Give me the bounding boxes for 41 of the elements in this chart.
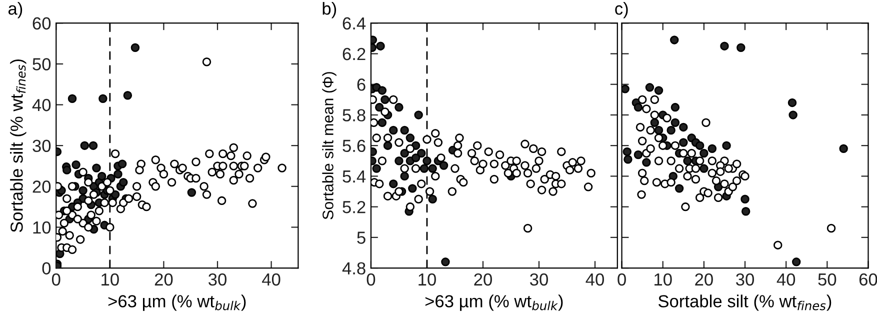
y-tick-label: 6.2 — [342, 48, 366, 60]
y-tick-label: 4.8 — [342, 262, 366, 274]
y-axis-title: Sortable silt (% wt$_{fines}$) — [10, 59, 26, 232]
x-tick-label: 60 — [859, 273, 877, 286]
x-axis-title: >63 µm (% wt$_{bulk}$) — [108, 294, 246, 311]
x-tick-label: 20 — [695, 273, 713, 286]
y-tick-label: 10 — [33, 221, 51, 234]
y-tick-label: 5.8 — [342, 109, 366, 122]
x-tick-label: 30 — [208, 273, 226, 286]
x-tick-label: 0 — [52, 273, 60, 286]
chart-title: b) — [322, 2, 336, 18]
x-tick-label: 40 — [776, 273, 796, 286]
y-tick-label: 6 — [357, 78, 366, 91]
x-tick-label: 20 — [474, 273, 492, 286]
y-tick-label: 50 — [32, 58, 51, 70]
x-tick-label: 30 — [530, 273, 548, 286]
y-tick-label: 30 — [32, 140, 51, 152]
x-tick-label: 40 — [586, 273, 604, 286]
x-tick-label: 30 — [736, 273, 754, 286]
y-tick-label: 5.2 — [342, 200, 366, 214]
y-axis-title: Sortable silt mean (Φ) — [322, 72, 336, 220]
x-tick-label: 40 — [262, 273, 280, 286]
y-tick-label: 20 — [32, 180, 51, 193]
x-tick-label: 0 — [618, 273, 626, 286]
x-axis-title: >63 µm (% wt$_{bulk}$) — [425, 294, 563, 311]
y-tick-label: 0 — [42, 262, 51, 274]
x-tick-label: 20 — [154, 273, 173, 286]
x-tick-label: 50 — [818, 273, 836, 286]
chart-title: c) — [615, 2, 628, 18]
y-tick-label: 5 — [357, 232, 366, 244]
x-tick-label: 10 — [102, 273, 119, 286]
x-tick-label: 10 — [418, 273, 436, 286]
y-tick-label: 60 — [32, 17, 51, 30]
x-axis-title: Sortable silt (% wt$_{fines}$) — [658, 294, 832, 311]
y-tick-label: 6.4 — [342, 17, 366, 30]
x-tick-label: 10 — [654, 273, 672, 286]
y-tick-label: 5.4 — [342, 170, 366, 183]
chart-title: a) — [8, 2, 22, 18]
y-tick-label: 5.6 — [342, 140, 366, 152]
x-tick-label: 0 — [366, 273, 376, 286]
y-tick-label: 40 — [32, 98, 51, 112]
